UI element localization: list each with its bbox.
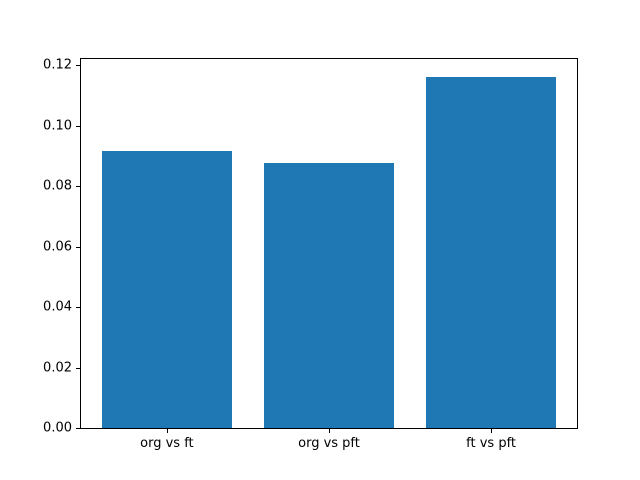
y-tick-label-0.12: 0.12 bbox=[43, 57, 72, 73]
y-tick-label-0.08: 0.08 bbox=[43, 178, 72, 194]
x-tick-label-org-vs-ft: org vs ft bbox=[140, 436, 194, 451]
y-tick-mark bbox=[76, 125, 80, 127]
y-tick-mark bbox=[76, 246, 80, 248]
y-tick-label-0.04: 0.04 bbox=[43, 299, 72, 315]
bar-org-vs-ft bbox=[102, 150, 232, 428]
x-tick-label-org-vs-pft: org vs pft bbox=[298, 436, 360, 451]
x-tick-mark bbox=[329, 429, 330, 433]
x-tick-mark bbox=[491, 429, 493, 433]
y-tick-label-0.00: 0.00 bbox=[43, 420, 72, 436]
y-tick-mark bbox=[76, 367, 80, 369]
y-tick-mark bbox=[76, 428, 80, 429]
x-tick-label-ft-vs-pft: ft vs pft bbox=[466, 436, 517, 451]
y-tick-label-0.10: 0.10 bbox=[43, 118, 72, 134]
bar-org-vs-pft bbox=[264, 163, 394, 428]
y-tick-label-0.02: 0.02 bbox=[43, 360, 72, 375]
y-tick-mark bbox=[76, 65, 80, 67]
y-tick-mark bbox=[76, 307, 80, 309]
y-tick-label-0.06: 0.06 bbox=[43, 239, 72, 255]
bar-ft-vs-pft bbox=[426, 76, 556, 428]
y-tick-mark bbox=[76, 186, 80, 188]
plot-area: org vs ft org vs pft ft vs pft 0.00 0.02 0.04… bbox=[43, 58, 578, 451]
x-tick-mark bbox=[166, 429, 168, 433]
